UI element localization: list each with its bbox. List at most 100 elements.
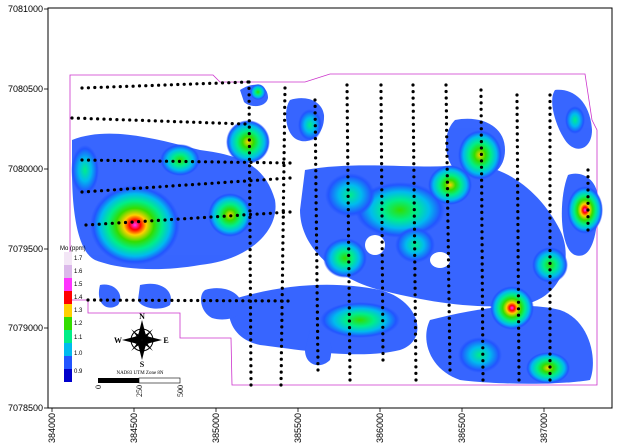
sample-point [479, 101, 483, 105]
sample-point [228, 299, 232, 303]
x-tick-label: 384000 [47, 413, 57, 443]
sample-point [516, 274, 520, 278]
sample-point [99, 158, 104, 162]
sample-point [345, 103, 349, 107]
sample-point [548, 378, 552, 382]
legend-swatches [64, 252, 72, 382]
compass-south-label: S [140, 360, 145, 369]
sample-point [150, 219, 154, 223]
sample-point [281, 260, 285, 264]
sample-point [412, 234, 417, 238]
sample-point [413, 247, 417, 251]
sample-point [176, 82, 180, 87]
sample-point [515, 138, 519, 142]
sample-point [315, 252, 319, 256]
sample-point [118, 85, 122, 89]
sample-point [516, 203, 520, 207]
sample-point [411, 109, 415, 113]
sample-point [413, 260, 417, 264]
anomaly-high-edge [567, 186, 603, 234]
sample-point [414, 339, 418, 343]
sample-point [380, 234, 384, 238]
sample-point [548, 248, 552, 253]
sample-point [164, 184, 169, 188]
sample-point [248, 293, 252, 297]
sample-point [282, 176, 286, 180]
sample-point [516, 255, 520, 259]
sample-point [313, 104, 317, 108]
sample-point [444, 115, 449, 119]
sample-point [156, 218, 160, 222]
sample-point [254, 299, 258, 303]
sample-point [548, 210, 552, 214]
sample-point [234, 299, 238, 303]
sample-point [548, 242, 552, 246]
sample-point [379, 109, 383, 113]
anomaly-cool-4 [395, 227, 435, 263]
sample-point [118, 298, 122, 302]
sample-point [444, 89, 448, 94]
sample-point [223, 160, 227, 164]
sample-point [188, 82, 193, 86]
sample-point [241, 299, 245, 303]
sample-point [446, 245, 450, 249]
x-tick-label: 387000 [539, 413, 549, 443]
sample-point [346, 188, 350, 192]
sample-point [517, 333, 521, 337]
sample-point [381, 306, 385, 310]
sample-point [248, 190, 252, 194]
sample-point [447, 284, 451, 288]
sample-point [313, 98, 317, 102]
sample-point [346, 142, 350, 146]
legend-swatch [64, 317, 72, 330]
sample-point [447, 277, 451, 281]
sample-point [248, 273, 252, 277]
sample-point [548, 294, 552, 298]
sample-point [586, 215, 590, 219]
sample-point [480, 204, 484, 208]
sample-point [548, 151, 552, 155]
anomaly-cool-3 [458, 337, 502, 373]
sample-point [411, 135, 416, 139]
sample-point [380, 188, 384, 192]
sample-point [70, 116, 74, 120]
sample-point [281, 254, 285, 258]
sample-point [380, 162, 384, 166]
sample-point [548, 177, 552, 181]
anomaly-hole-2 [430, 252, 450, 268]
sample-point [288, 176, 292, 180]
sample-point [448, 355, 452, 359]
sample-point [480, 217, 484, 221]
anomaly-center [355, 182, 445, 238]
sample-point [151, 159, 156, 163]
sample-point [412, 181, 416, 185]
sample-point [412, 142, 416, 146]
sample-point [381, 358, 385, 362]
sample-point [480, 243, 484, 247]
sample-point [179, 120, 183, 124]
sample-point [314, 156, 318, 160]
sample-point [249, 351, 253, 355]
sample-point [281, 247, 285, 251]
sample-point [215, 299, 219, 303]
sample-point [480, 210, 484, 214]
sample-point [586, 201, 590, 205]
sample-point [99, 189, 104, 193]
sample-point [516, 197, 520, 201]
sample-point [112, 188, 117, 192]
sample-point [315, 304, 319, 308]
sample-point [315, 246, 319, 250]
sample-point [171, 184, 175, 188]
sample-point [346, 201, 350, 205]
sample-point [345, 83, 349, 87]
geochemistry-contours [71, 84, 603, 384]
sample-point [381, 351, 385, 356]
sample-point [143, 219, 147, 223]
sample-point [313, 130, 317, 134]
legend-label: 1.7 [74, 256, 83, 262]
sample-point [412, 155, 416, 159]
sample-point [380, 266, 384, 270]
sample-point [515, 151, 520, 155]
sample-point [586, 208, 590, 212]
sample-point [347, 319, 351, 323]
